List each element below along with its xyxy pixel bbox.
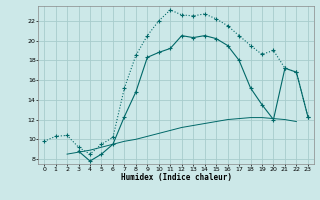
X-axis label: Humidex (Indice chaleur): Humidex (Indice chaleur) (121, 173, 231, 182)
